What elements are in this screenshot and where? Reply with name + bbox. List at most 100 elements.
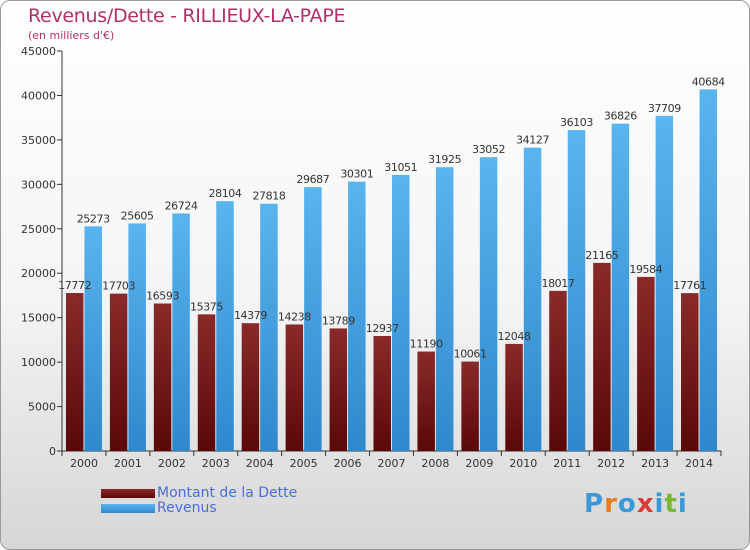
x-tick-label: 2011 <box>553 457 581 470</box>
revenue-value-label: 25605 <box>121 209 154 222</box>
revenue-bar <box>567 130 586 451</box>
x-tick-label: 2004 <box>246 457 274 470</box>
revenue-value-label: 30301 <box>340 168 373 181</box>
debt-bar <box>241 323 260 451</box>
y-tick-label: 15000 <box>21 312 56 325</box>
revenue-value-label: 31925 <box>428 153 461 166</box>
legend-swatch-debt <box>101 489 155 498</box>
x-tick-label: 2003 <box>202 457 230 470</box>
x-tick-label: 2013 <box>641 457 669 470</box>
y-tick-label: 45000 <box>21 45 56 58</box>
y-tick-label: 5000 <box>28 401 56 414</box>
legend-label-debt: Montant de la Dette <box>157 485 298 501</box>
revenue-bar <box>392 174 410 452</box>
x-tick-label: 2010 <box>509 457 537 470</box>
revenue-bar <box>523 147 542 451</box>
logo-letter: P <box>584 489 605 519</box>
debt-bar <box>65 293 84 451</box>
logo-letter: t <box>664 489 678 519</box>
x-tick-label: 2012 <box>597 457 625 470</box>
x-tick-label: 2001 <box>114 457 142 470</box>
revenue-bar <box>479 157 498 451</box>
x-tick-label: 2009 <box>465 457 493 470</box>
revenue-value-label: 29687 <box>296 173 329 186</box>
debt-bar <box>109 293 128 451</box>
revenue-value-label: 36103 <box>560 116 593 129</box>
debt-bar <box>373 336 391 451</box>
debt-value-label: 11190 <box>410 338 443 351</box>
revenue-bar <box>435 167 454 451</box>
y-tick-label: 20000 <box>21 267 56 280</box>
y-tick-label: 40000 <box>21 89 56 102</box>
y-tick-label: 35000 <box>21 134 56 147</box>
y-tick-label: 0 <box>49 445 56 458</box>
revenue-bar <box>304 187 322 452</box>
proxiti-logo: Proxiti <box>584 489 688 519</box>
debt-value-label: 12048 <box>498 330 531 343</box>
debt-value-label: 14379 <box>234 309 267 322</box>
debt-bar <box>197 314 216 451</box>
chart-subtitle: (en milliers d'€) <box>28 29 115 42</box>
logo-letter: i <box>677 489 688 519</box>
logo-letter: r <box>604 489 618 519</box>
revenue-bar <box>216 201 234 451</box>
y-tick-label: 25000 <box>21 223 56 236</box>
revenue-value-label: 36826 <box>604 110 637 123</box>
revenue-value-label: 40684 <box>692 75 725 88</box>
revenue-value-label: 31051 <box>384 161 417 174</box>
logo-letter: x <box>636 489 655 519</box>
debt-bar <box>549 290 567 451</box>
revenue-bar <box>611 123 630 451</box>
y-tick-label: 30000 <box>21 178 56 191</box>
debt-bar <box>417 351 435 451</box>
debt-bar <box>593 262 611 451</box>
revenue-bar <box>128 223 146 451</box>
chart-title: Revenus/Dette - RILLIEUX-LA-PAPE <box>28 5 346 27</box>
revenue-bar <box>699 89 718 451</box>
debt-value-label: 18017 <box>541 277 574 290</box>
debt-value-label: 13789 <box>322 314 355 327</box>
revenue-bar <box>655 115 674 451</box>
x-tick-label: 2000 <box>70 457 98 470</box>
x-tick-label: 2007 <box>378 457 406 470</box>
logo-letter: i <box>654 489 665 519</box>
revenue-value-label: 25273 <box>77 212 110 225</box>
x-tick-label: 2006 <box>334 457 362 470</box>
debt-value-label: 17772 <box>58 279 91 292</box>
revenue-bar <box>172 213 190 451</box>
x-tick-label: 2002 <box>158 457 186 470</box>
debt-value-label: 16593 <box>146 290 179 303</box>
revenue-bar <box>84 226 102 451</box>
debt-value-label: 19584 <box>629 263 662 276</box>
debt-value-label: 15375 <box>190 300 223 313</box>
revenue-value-label: 26724 <box>165 199 198 212</box>
x-tick-label: 2008 <box>421 457 449 470</box>
revenue-value-label: 33052 <box>472 143 505 156</box>
debt-value-label: 12937 <box>366 322 399 335</box>
revenue-value-label: 28104 <box>209 187 242 200</box>
debt-bar <box>153 303 172 451</box>
revenue-bar <box>260 203 278 451</box>
debt-value-label: 21165 <box>585 249 618 262</box>
y-tick-label: 10000 <box>21 356 56 369</box>
legend-swatch-revenue <box>101 504 155 513</box>
debt-bar <box>505 343 523 451</box>
debt-bar <box>637 276 655 451</box>
debt-value-label: 14238 <box>278 310 311 323</box>
debt-bar <box>285 324 304 451</box>
debt-value-label: 17761 <box>673 279 706 292</box>
revenue-value-label: 34127 <box>516 134 549 147</box>
revenue-bar <box>348 181 366 451</box>
debt-value-label: 10061 <box>454 348 487 361</box>
revenue-value-label: 37709 <box>648 102 681 115</box>
debt-bar <box>329 328 348 451</box>
debt-bar <box>681 293 699 451</box>
logo-letter: o <box>617 489 637 519</box>
revenue-value-label: 27818 <box>252 190 285 203</box>
x-tick-label: 2005 <box>290 457 318 470</box>
legend-label-revenue: Revenus <box>157 500 217 516</box>
debt-bar <box>461 361 479 451</box>
x-tick-label: 2014 <box>685 457 713 470</box>
